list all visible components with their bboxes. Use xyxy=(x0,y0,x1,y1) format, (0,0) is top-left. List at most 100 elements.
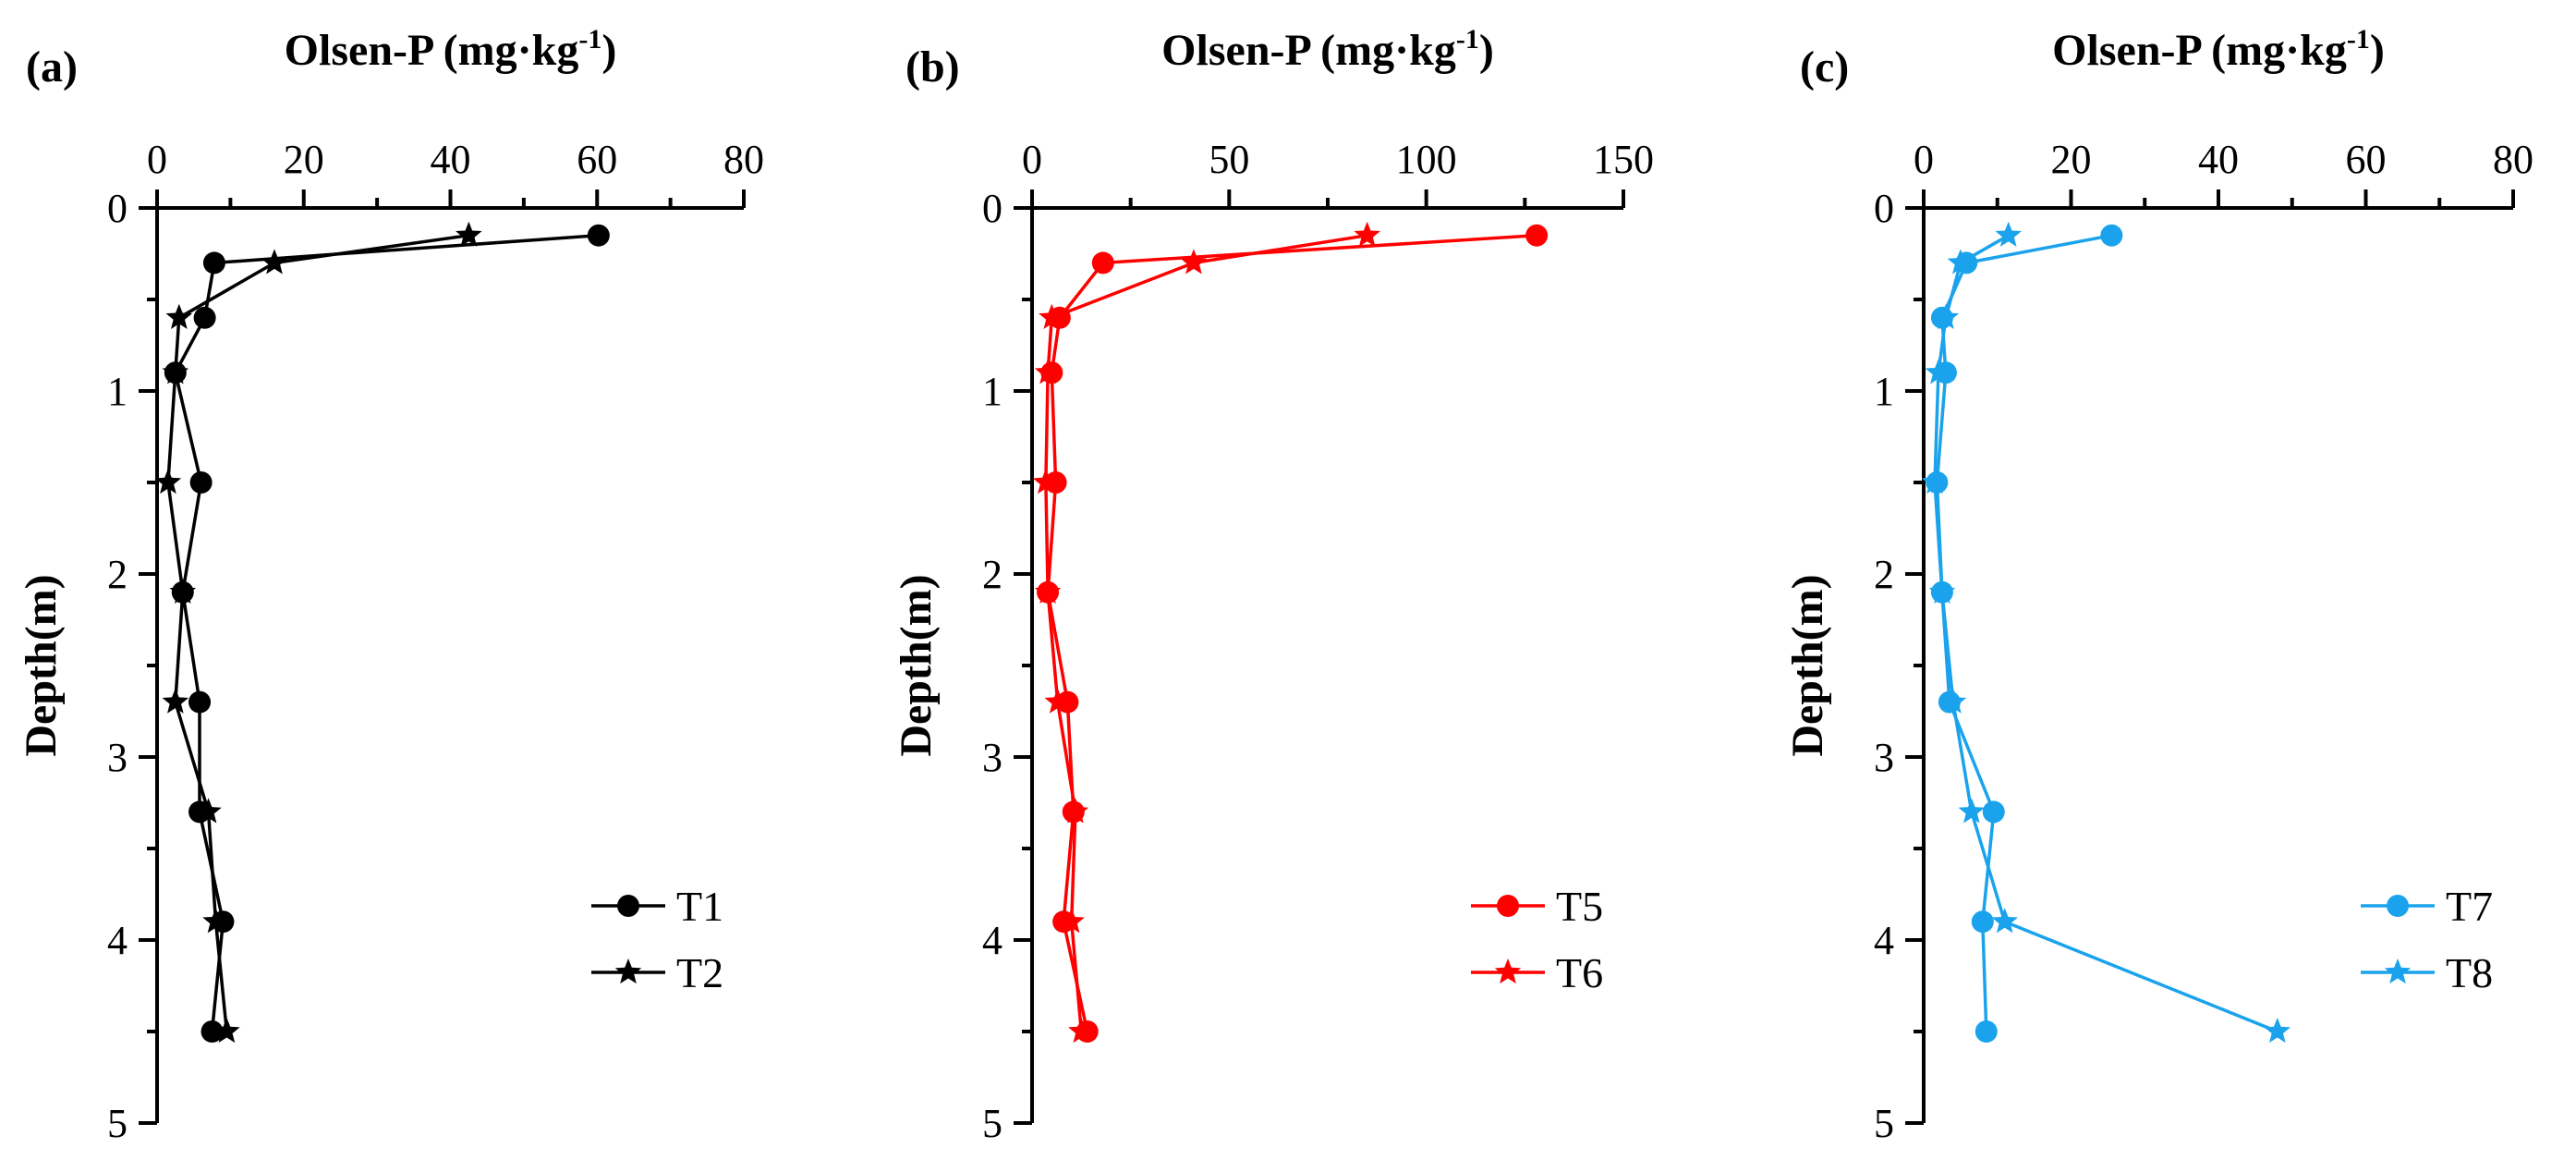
data-point-T7 xyxy=(1971,910,1994,934)
panel-label: (b) xyxy=(905,43,960,92)
data-point-T2 xyxy=(169,578,197,604)
y-axis-title: Depth(m) xyxy=(17,574,66,756)
x-tick-label: 80 xyxy=(2493,137,2533,182)
y-axis-title: Depth(m) xyxy=(892,574,941,756)
y-tick-label: 2 xyxy=(982,552,1002,597)
y-tick-label: 0 xyxy=(1874,186,1894,231)
y-tick-label: 4 xyxy=(982,918,1002,963)
legend-label-T6: T6 xyxy=(1556,949,1603,996)
legend-marker-T5 xyxy=(1497,895,1519,917)
data-point-T6 xyxy=(1034,578,1062,604)
x-axis-title-close: ) xyxy=(601,26,616,75)
y-tick-label: 2 xyxy=(107,552,128,597)
x-tick-label: 0 xyxy=(147,137,167,182)
data-point-T6 xyxy=(1354,221,1380,247)
panel-label: (c) xyxy=(1800,43,1849,92)
legend-marker-T7 xyxy=(2387,895,2409,917)
x-axis-title-close: ) xyxy=(2370,26,2385,75)
series-line-T8 xyxy=(1933,234,2278,1033)
data-point-T8 xyxy=(1932,303,1960,329)
y-tick-label: 5 xyxy=(107,1101,128,1146)
x-tick-label: 80 xyxy=(723,137,764,182)
data-point-T6 xyxy=(1039,303,1065,329)
chart-panel-3: (c) Olsen-P (mg·kg-1) Depth(m) 0 20 40 60 80 0 1 2… xyxy=(1783,24,2533,1146)
y-tick-label: 3 xyxy=(982,735,1002,780)
data-point-T8 xyxy=(1947,249,1975,275)
data-point-T2 xyxy=(261,249,288,275)
data-point-T8 xyxy=(1995,221,2022,247)
data-point-T6 xyxy=(1058,908,1085,934)
legend-marker-T2 xyxy=(614,959,642,984)
data-point-T5 xyxy=(1525,224,1549,247)
x-tick-label: 0 xyxy=(1022,137,1042,182)
data-point-T8 xyxy=(1928,578,1956,604)
data-point-T2 xyxy=(202,908,229,934)
series-line-T5 xyxy=(1046,233,1537,1032)
data-point-T2 xyxy=(195,798,222,824)
chart-panel-2: (b) Olsen-P (mg·kg-1) Depth(m) 0 50 100 150 0 1 2… xyxy=(892,24,1654,1146)
x-axis-title-superscript: -1 xyxy=(2347,24,2370,55)
legend-label-T8: T8 xyxy=(2446,949,2493,996)
data-point-T8 xyxy=(2264,1018,2291,1044)
data-point-T5 xyxy=(1091,251,1114,275)
x-tick-label: 60 xyxy=(2346,137,2387,182)
data-point-T8 xyxy=(1921,469,1949,495)
y-tick-label: 1 xyxy=(1874,369,1894,414)
panel-label: (a) xyxy=(26,43,78,92)
legend-marker-T6 xyxy=(1494,959,1522,984)
data-point-T7 xyxy=(1975,1020,1998,1043)
x-tick-label: 60 xyxy=(577,137,617,182)
x-axis-title-main: Olsen-P (mg·kg xyxy=(2052,26,2347,75)
data-point-T8 xyxy=(1939,688,1967,714)
y-tick-label: 0 xyxy=(107,186,128,231)
x-axis-title-main: Olsen-P (mg·kg xyxy=(285,26,579,75)
data-point-T6 xyxy=(1180,249,1208,275)
data-point-T7 xyxy=(2100,224,2123,247)
legend-marker-T1 xyxy=(617,895,639,917)
x-axis-title-superscript: -1 xyxy=(1456,24,1479,55)
y-tick-label: 3 xyxy=(107,735,128,780)
legend-marker-T8 xyxy=(2384,959,2412,984)
legend-label-T7: T7 xyxy=(2446,883,2493,930)
x-axis-title: Olsen-P (mg·kg-1) xyxy=(285,24,617,75)
data-point-T2 xyxy=(162,359,189,385)
legend-label-T1: T1 xyxy=(676,883,723,930)
x-tick-label: 150 xyxy=(1593,137,1654,182)
y-axis-title: Depth(m) xyxy=(1783,574,1832,756)
x-axis-title-superscript: -1 xyxy=(578,24,601,55)
y-tick-label: 1 xyxy=(107,369,128,414)
y-tick-label: 2 xyxy=(1874,552,1894,597)
x-axis-title-close: ) xyxy=(1479,26,1494,75)
data-point-T1 xyxy=(188,690,212,714)
data-point-T2 xyxy=(165,303,193,329)
y-tick-label: 4 xyxy=(1874,918,1894,963)
chart-panel-1: (a) Olsen-P (mg·kg-1) Depth(m) 0 20 40 60 80 0 1 2… xyxy=(17,24,764,1146)
y-tick-label: 4 xyxy=(107,918,128,963)
y-tick-label: 0 xyxy=(982,186,1002,231)
data-point-T6 xyxy=(1032,469,1060,495)
y-tick-label: 5 xyxy=(982,1101,1002,1146)
x-tick-label: 0 xyxy=(1914,137,1934,182)
x-axis-title-main: Olsen-P (mg·kg xyxy=(1161,26,1456,75)
x-tick-label: 20 xyxy=(284,137,324,182)
data-point-T1 xyxy=(193,306,216,329)
legend-label-T5: T5 xyxy=(1556,883,1603,930)
x-axis-title: Olsen-P (mg·kg-1) xyxy=(1161,24,1494,75)
x-tick-label: 40 xyxy=(431,137,471,182)
data-point-T2 xyxy=(154,469,182,495)
data-point-T1 xyxy=(202,251,225,275)
x-tick-label: 50 xyxy=(1209,137,1249,182)
data-point-T1 xyxy=(189,471,213,494)
y-tick-label: 5 xyxy=(1874,1101,1894,1146)
data-point-T2 xyxy=(162,688,189,714)
y-tick-label: 3 xyxy=(1874,735,1894,780)
series-line-T2 xyxy=(166,233,469,1032)
data-point-T8 xyxy=(1991,908,2018,934)
data-point-T8 xyxy=(1925,359,1952,385)
data-point-T1 xyxy=(200,1020,224,1043)
data-point-T7 xyxy=(1982,800,2005,824)
data-point-T6 xyxy=(1044,688,1071,714)
x-tick-label: 20 xyxy=(2051,137,2092,182)
